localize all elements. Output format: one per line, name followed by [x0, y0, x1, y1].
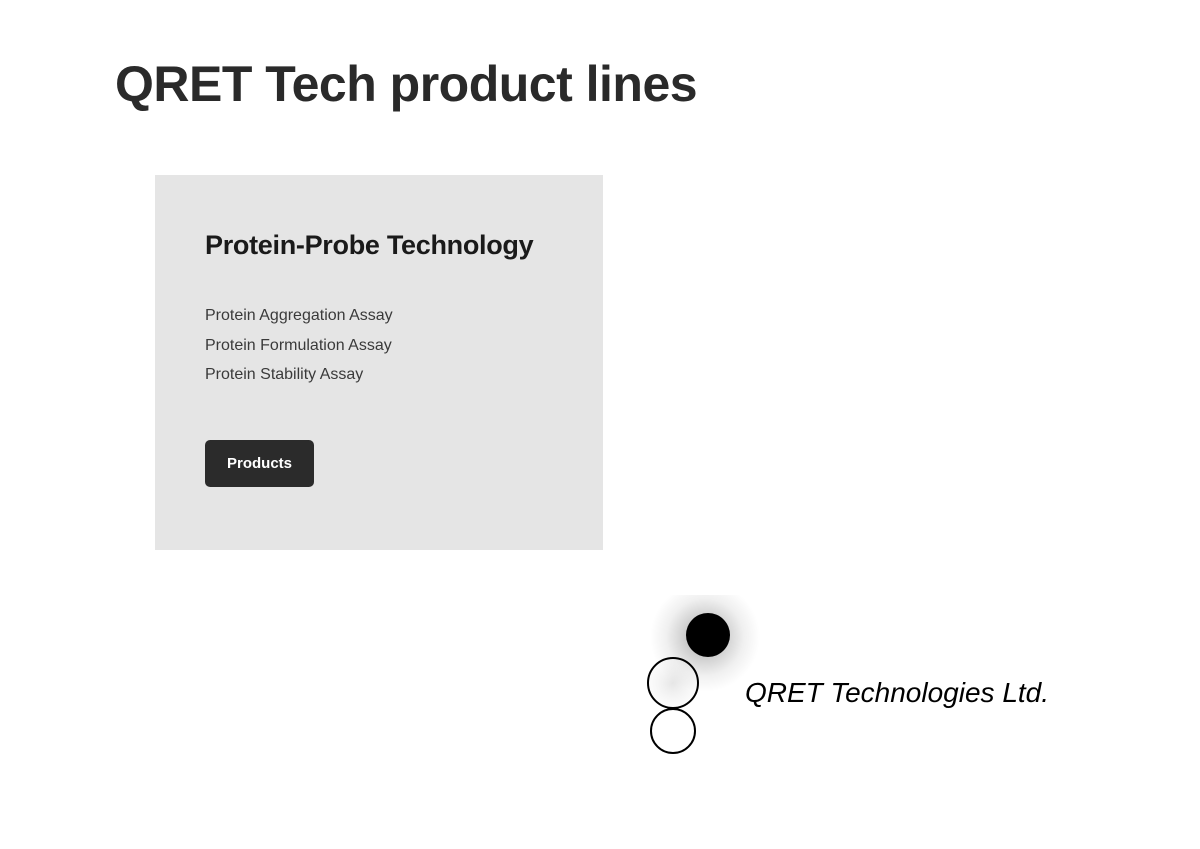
company-name: QRET Technologies Ltd. [745, 677, 1049, 709]
page-title: QRET Tech product lines [115, 55, 697, 113]
product-card: Protein-Probe Technology Protein Aggrega… [155, 175, 603, 550]
card-title: Protein-Probe Technology [205, 230, 553, 261]
products-button[interactable]: Products [205, 440, 314, 487]
footer-logo: QRET Technologies Ltd. [610, 595, 1049, 760]
list-item: Protein Aggregation Assay [205, 301, 553, 331]
card-list: Protein Aggregation Assay Protein Formul… [205, 301, 553, 390]
list-item: Protein Formulation Assay [205, 331, 553, 361]
list-item: Protein Stability Assay [205, 360, 553, 390]
